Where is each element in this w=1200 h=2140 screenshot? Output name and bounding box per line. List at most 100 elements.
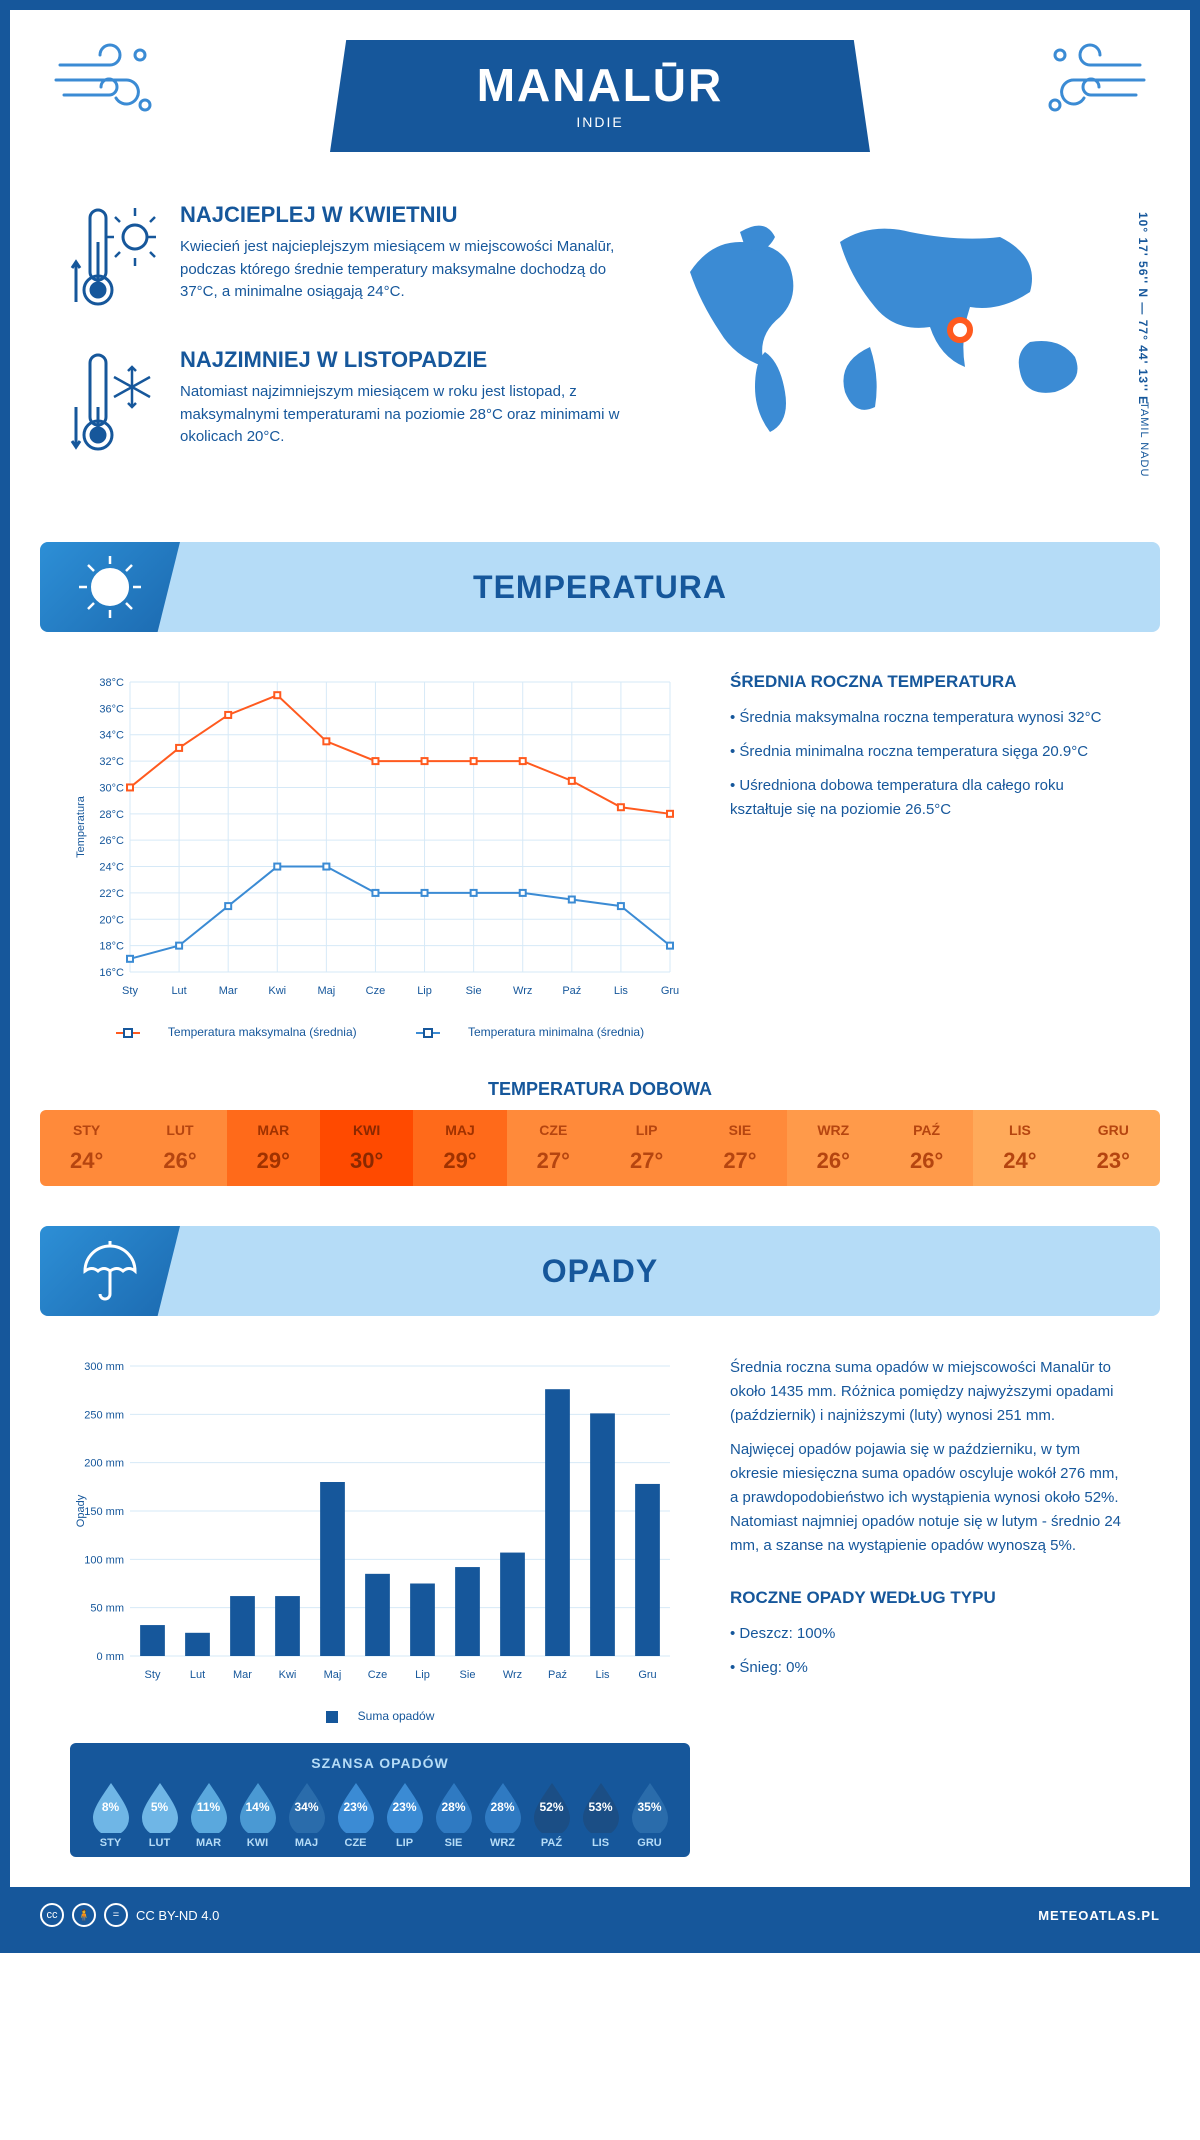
svg-text:Lip: Lip xyxy=(415,1669,430,1681)
header: MANALŪR INDIE xyxy=(10,10,1190,172)
chance-drop: 28%SIE xyxy=(429,1781,478,1849)
daily-temp-cell: KWI30° xyxy=(320,1110,413,1186)
chance-box: SZANSA OPADÓW 8%STY5%LUT11%MAR14%KWI34%M… xyxy=(70,1743,690,1857)
warmest-text: Kwiecień jest najcieplejszym miesiącem w… xyxy=(180,236,630,304)
svg-text:Cze: Cze xyxy=(366,985,386,997)
coldest-block: NAJZIMNIEJ W LISTOPADZIE Natomiast najzi… xyxy=(70,347,630,462)
wind-icon-right xyxy=(1040,40,1150,125)
svg-text:200 mm: 200 mm xyxy=(84,1458,124,1470)
chance-drop: 23%CZE xyxy=(331,1781,380,1849)
daily-temp-cell: GRU23° xyxy=(1067,1110,1160,1186)
thermometer-hot-icon xyxy=(70,202,160,317)
page-title: MANALŪR xyxy=(330,58,870,112)
warmest-heading: NAJCIEPLEJ W KWIETNIU xyxy=(180,202,630,228)
page-subtitle: INDIE xyxy=(330,114,870,130)
svg-text:Sty: Sty xyxy=(122,985,138,997)
temperature-chart: 16°C18°C20°C22°C24°C26°C28°C30°C32°C34°C… xyxy=(70,672,690,1039)
coordinates-text: 10° 17' 56'' N — 77° 44' 13'' E xyxy=(1136,212,1150,405)
svg-text:20°C: 20°C xyxy=(99,914,124,926)
daily-temp-cell: MAR29° xyxy=(227,1110,320,1186)
svg-text:Lut: Lut xyxy=(171,985,186,997)
svg-text:32°C: 32°C xyxy=(99,756,124,768)
precip-type: Śnieg: 0% xyxy=(730,1656,1130,1680)
svg-text:Lis: Lis xyxy=(614,985,629,997)
temp-bullet: Średnia maksymalna roczna temperatura wy… xyxy=(730,706,1130,730)
chance-drop: 5%LUT xyxy=(135,1781,184,1849)
daily-temp-cell: STY24° xyxy=(40,1110,133,1186)
svg-text:38°C: 38°C xyxy=(99,677,124,689)
coldest-heading: NAJZIMNIEJ W LISTOPADZIE xyxy=(180,347,630,373)
chance-drop: 34%MAJ xyxy=(282,1781,331,1849)
daily-temp-row: STY24°LUT26°MAR29°KWI30°MAJ29°CZE27°LIP2… xyxy=(40,1110,1160,1186)
svg-text:Gru: Gru xyxy=(638,1669,656,1681)
footer: cc 🧍 = CC BY-ND 4.0 METEOATLAS.PL xyxy=(10,1887,1190,1943)
intro-section: NAJCIEPLEJ W KWIETNIU Kwiecień jest najc… xyxy=(10,172,1190,532)
precip-banner: OPADY xyxy=(40,1226,1160,1316)
chance-heading: SZANSA OPADÓW xyxy=(86,1755,674,1771)
svg-text:34°C: 34°C xyxy=(99,730,124,742)
temperature-heading: TEMPERATURA xyxy=(473,569,727,606)
daily-temp-cell: WRZ26° xyxy=(787,1110,880,1186)
svg-text:300 mm: 300 mm xyxy=(84,1361,124,1373)
svg-text:18°C: 18°C xyxy=(99,941,124,953)
svg-text:0 mm: 0 mm xyxy=(97,1651,125,1663)
temp-bullet: Uśredniona dobowa temperatura dla całego… xyxy=(730,774,1130,822)
site-name: METEOATLAS.PL xyxy=(1038,1908,1160,1923)
svg-text:Maj: Maj xyxy=(317,985,335,997)
chance-drop: 53%LIS xyxy=(576,1781,625,1849)
svg-text:Kwi: Kwi xyxy=(268,985,286,997)
temperature-banner: TEMPERATURA xyxy=(40,542,1160,632)
thermometer-cold-icon xyxy=(70,347,160,462)
svg-text:28°C: 28°C xyxy=(99,809,124,821)
temp-text-heading: ŚREDNIA ROCZNA TEMPERATURA xyxy=(730,672,1130,692)
svg-text:Sie: Sie xyxy=(460,1669,476,1681)
svg-text:Wrz: Wrz xyxy=(503,1669,522,1681)
svg-text:50 mm: 50 mm xyxy=(90,1603,124,1615)
temp-bullet: Średnia minimalna roczna temperatura się… xyxy=(730,740,1130,764)
chance-drop: 14%KWI xyxy=(233,1781,282,1849)
svg-text:Opady: Opady xyxy=(75,1494,87,1527)
chance-drop: 23%LIP xyxy=(380,1781,429,1849)
svg-text:Sty: Sty xyxy=(145,1669,161,1681)
svg-text:Temperatura: Temperatura xyxy=(75,795,87,858)
legend-precip: Suma opadów xyxy=(358,1709,435,1723)
svg-text:100 mm: 100 mm xyxy=(84,1554,124,1566)
svg-text:24°C: 24°C xyxy=(99,862,124,874)
svg-text:Paź: Paź xyxy=(548,1669,567,1681)
daily-temp-cell: PAŹ26° xyxy=(880,1110,973,1186)
svg-text:Maj: Maj xyxy=(324,1669,342,1681)
svg-text:Gru: Gru xyxy=(661,985,679,997)
svg-text:30°C: 30°C xyxy=(99,782,124,794)
precip-p2: Najwięcej opadów pojawia się w październ… xyxy=(730,1438,1130,1558)
daily-temp-heading: TEMPERATURA DOBOWA xyxy=(10,1079,1190,1100)
daily-temp-cell: SIE27° xyxy=(693,1110,786,1186)
chance-drop: 11%MAR xyxy=(184,1781,233,1849)
license-text: CC BY-ND 4.0 xyxy=(136,1908,219,1923)
svg-text:Mar: Mar xyxy=(233,1669,252,1681)
svg-text:150 mm: 150 mm xyxy=(84,1506,124,1518)
precip-p1: Średnia roczna suma opadów w miejscowośc… xyxy=(730,1356,1130,1428)
svg-text:Mar: Mar xyxy=(219,985,238,997)
sun-icon xyxy=(40,542,180,632)
temperature-legend: Temperatura maksymalna (średnia) Tempera… xyxy=(70,1025,690,1039)
svg-text:Paź: Paź xyxy=(562,985,581,997)
daily-temp-cell: CZE27° xyxy=(507,1110,600,1186)
precip-heading: OPADY xyxy=(542,1253,658,1290)
chance-drop: 35%GRU xyxy=(625,1781,674,1849)
daily-temp-cell: LIS24° xyxy=(973,1110,1066,1186)
precip-type-heading: ROCZNE OPADY WEDŁUG TYPU xyxy=(730,1588,1130,1608)
cc-icon: cc xyxy=(40,1903,64,1927)
chance-drop: 28%WRZ xyxy=(478,1781,527,1849)
svg-text:Lis: Lis xyxy=(595,1669,610,1681)
svg-text:Lut: Lut xyxy=(190,1669,205,1681)
nd-icon: = xyxy=(104,1903,128,1927)
warmest-block: NAJCIEPLEJ W KWIETNIU Kwiecień jest najc… xyxy=(70,202,630,317)
svg-text:Sie: Sie xyxy=(466,985,482,997)
daily-temp-cell: LIP27° xyxy=(600,1110,693,1186)
svg-text:Cze: Cze xyxy=(368,1669,388,1681)
legend-max: Temperatura maksymalna (średnia) xyxy=(168,1025,357,1039)
by-icon: 🧍 xyxy=(72,1903,96,1927)
temp-bullets: Średnia maksymalna roczna temperatura wy… xyxy=(730,706,1130,822)
chance-drop: 52%PAŹ xyxy=(527,1781,576,1849)
precip-legend: Suma opadów xyxy=(70,1709,690,1723)
